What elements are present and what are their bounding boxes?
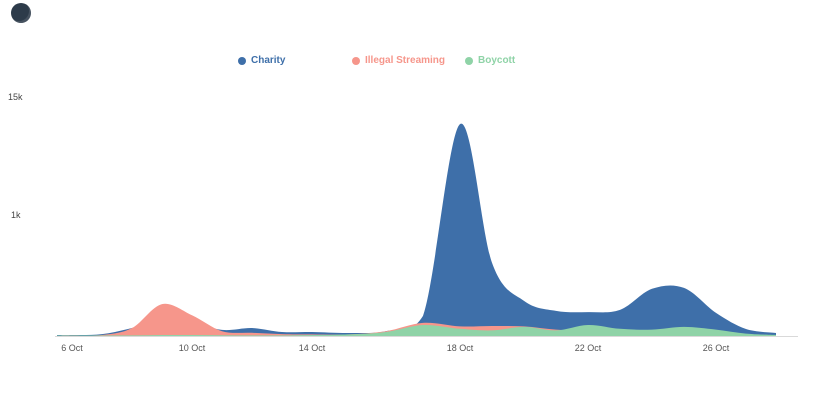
x-tick-26-oct: 26 Oct <box>702 343 730 353</box>
area-boycott <box>57 324 776 336</box>
area-charity <box>57 123 776 336</box>
y-tick-mid: 1k <box>11 210 21 220</box>
x-tick-10-oct: 10 Oct <box>178 343 206 353</box>
legend-label-charity: Charity <box>251 55 286 66</box>
legend-label-boycott: Boycott <box>478 55 516 66</box>
legend-dot-charity-icon <box>238 56 246 65</box>
legend-item-boycott[interactable]: Boycott <box>465 55 515 66</box>
legend-dot-boycott-icon <box>465 56 473 65</box>
y-tick-top: 15k <box>8 92 23 102</box>
x-tick-14-oct: 14 Oct <box>298 343 326 353</box>
x-tick-22-oct: 22 Oct <box>574 343 602 353</box>
legend-label-illegal-streaming: Illegal Streaming <box>365 55 446 66</box>
x-tick-6-oct: 6 Oct <box>61 343 83 353</box>
logo-icon <box>11 3 31 23</box>
legend-item-charity[interactable]: Charity <box>238 55 285 66</box>
legend-dot-illegal-streaming-icon <box>352 56 360 65</box>
legend-item-illegal-streaming[interactable]: Illegal Streaming <box>352 55 445 66</box>
x-tick-18-oct: 18 Oct <box>446 343 474 353</box>
